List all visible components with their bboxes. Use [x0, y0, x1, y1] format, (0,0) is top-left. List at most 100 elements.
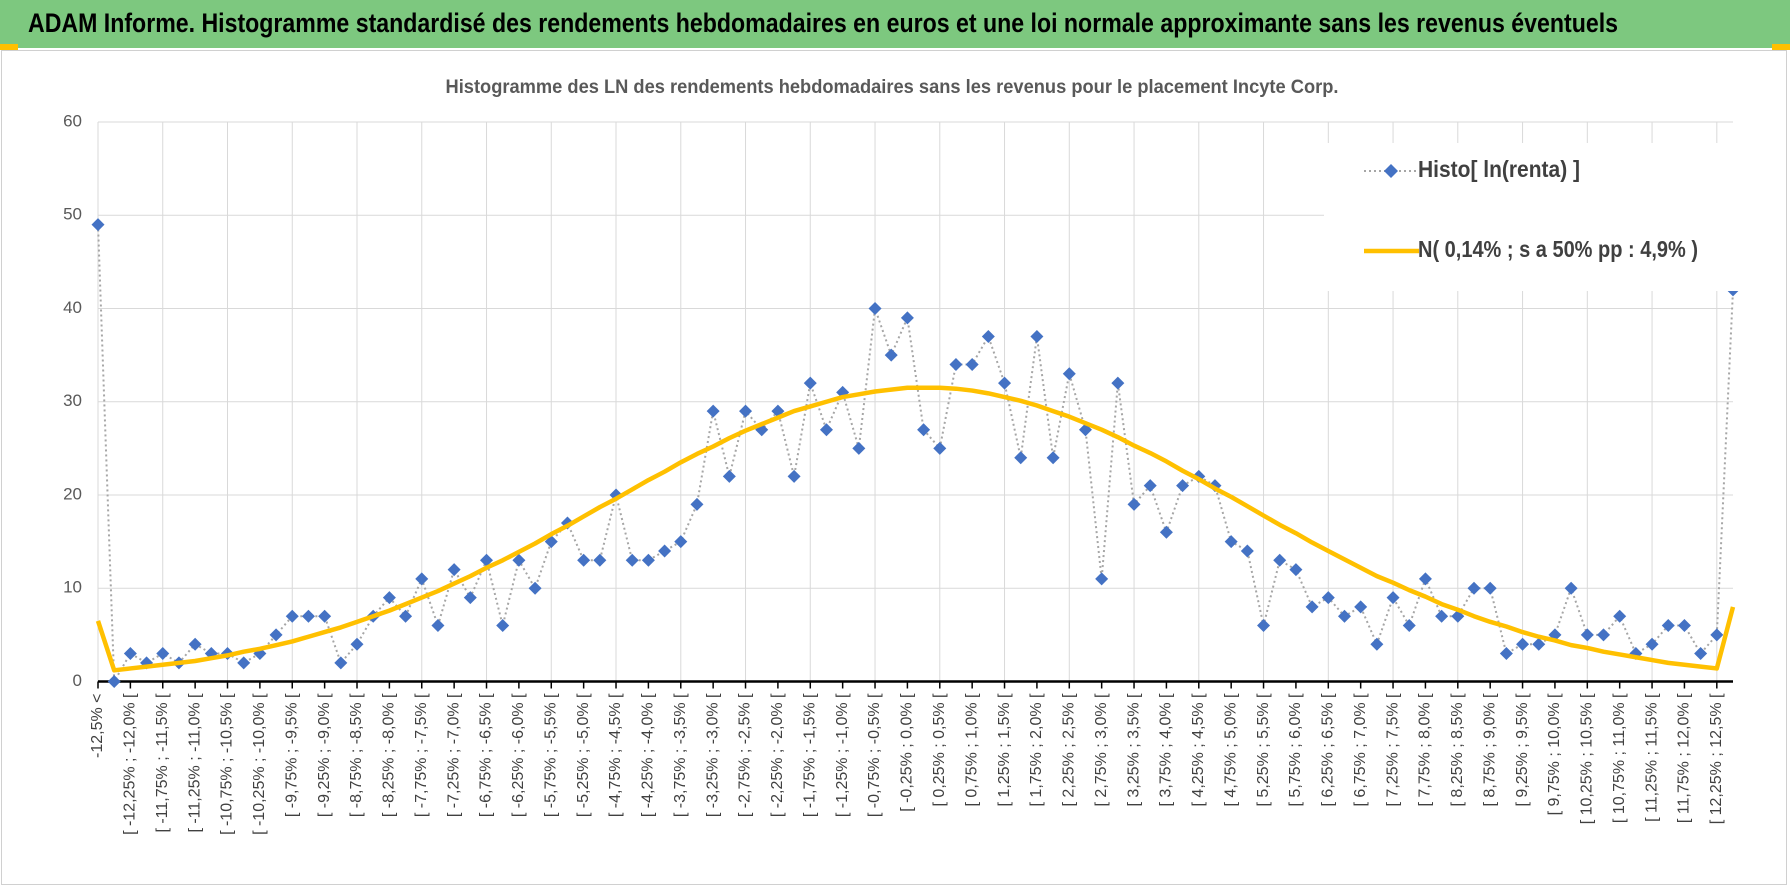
- x-tick-label: [ -7,25% ; -7,0% [: [445, 693, 462, 817]
- data-point: [1030, 329, 1044, 343]
- data-point: [819, 423, 833, 437]
- data-point: [528, 581, 542, 595]
- data-point: [1710, 628, 1724, 642]
- data-point: [123, 647, 137, 661]
- data-point: [1661, 619, 1675, 633]
- x-tick-label: [ 0,25% ; 0,5% [: [931, 693, 948, 807]
- x-tick-label: [ 6,75% ; 7,0% [: [1352, 693, 1369, 807]
- data-point: [917, 423, 931, 437]
- x-tick-label: [ 8,75% ; 9,0% [: [1481, 693, 1498, 807]
- x-tick-label: [ -6,75% ; -6,5% [: [478, 693, 495, 817]
- x-tick-label: [ 8,25% ; 8,5% [: [1449, 693, 1466, 807]
- x-tick-label: [ -12,25% ; -12,0% [: [122, 693, 139, 835]
- data-point: [1095, 572, 1109, 586]
- data-point: [1046, 451, 1060, 465]
- data-point: [1014, 451, 1028, 465]
- x-tick-label: [ 5,25% ; 5,5% [: [1255, 693, 1272, 807]
- y-tick-label: 20: [63, 484, 82, 503]
- x-tick-label: [ -2,25% ; -2,0% [: [769, 693, 786, 817]
- data-point: [1289, 563, 1303, 577]
- x-tick-label: [ 9,25% ; 9,5% [: [1514, 693, 1531, 807]
- data-point: [1386, 591, 1400, 605]
- x-tick-label: [ -1,25% ; -1,0% [: [834, 693, 851, 817]
- x-tick-label: [ -0,75% ; -0,5% [: [866, 693, 883, 817]
- data-point: [1176, 479, 1190, 493]
- data-point: [480, 553, 494, 567]
- y-tick-label: 40: [63, 298, 82, 317]
- y-tick-label: 50: [63, 205, 82, 224]
- corner-accent: [1772, 44, 1790, 50]
- x-tick-label: [ 10,25% ; 10,5% [: [1579, 693, 1596, 824]
- data-point: [318, 609, 332, 623]
- data-point: [301, 609, 315, 623]
- data-point: [981, 329, 995, 343]
- data-point: [1596, 628, 1610, 642]
- x-tick-label: [ -0,25% ; 0,0% [: [899, 693, 916, 812]
- data-point: [350, 637, 364, 651]
- data-point: [188, 637, 202, 651]
- data-point: [933, 441, 947, 455]
- data-point: [1435, 609, 1449, 623]
- data-point: [674, 535, 688, 549]
- data-point: [1257, 619, 1271, 633]
- data-point: [1111, 376, 1125, 390]
- data-point: [1143, 479, 1157, 493]
- data-point: [739, 404, 753, 418]
- data-point: [625, 553, 639, 567]
- data-point: [593, 553, 607, 567]
- y-tick-label: 0: [73, 671, 82, 690]
- page-title: ADAM Informe. Histogramme standardisé de…: [28, 8, 1618, 38]
- x-tick-label: [ 9,75% ; 10,0% [: [1546, 693, 1563, 815]
- x-tick-label: [ -10,75% ; -10,5% [: [219, 693, 236, 835]
- x-tick-label: [ 4,75% ; 5,0% [: [1222, 693, 1239, 807]
- x-tick-label: [ 4,25% ; 4,5% [: [1190, 693, 1207, 807]
- legend-marker: [1384, 164, 1398, 178]
- data-point: [512, 553, 526, 567]
- x-tick-label: [ 11,75% ; 12,0% [: [1676, 693, 1693, 823]
- x-tick-label: [ -3,25% ; -3,0% [: [704, 693, 721, 817]
- x-tick-label: [ 11,25% ; 11,5% [: [1643, 693, 1660, 822]
- data-point: [1127, 497, 1141, 511]
- legend-label: Histo[ ln(renta) ]: [1418, 156, 1580, 182]
- chart-title: Histogramme des LN des rendements hebdom…: [446, 77, 1339, 98]
- x-tick-label: [ -8,25% ; -8,0% [: [381, 693, 398, 817]
- corner-accent: [0, 44, 18, 50]
- x-tick-label: [ -5,75% ; -5,5% [: [542, 693, 559, 817]
- x-tick-label: [ 0,75% ; 1,0% [: [963, 693, 980, 807]
- data-point: [1645, 637, 1659, 651]
- x-tick-label: [ 7,25% ; 7,5% [: [1384, 693, 1401, 807]
- x-tick-label: [ -10,25% ; -10,0% [: [251, 693, 268, 835]
- series-line: [95, 385, 1736, 673]
- data-point: [1613, 609, 1627, 623]
- x-tick-label: [ 2,75% ; 3,0% [: [1093, 693, 1110, 807]
- y-tick-label: 10: [63, 578, 82, 597]
- data-point: [1321, 591, 1335, 605]
- data-point: [1677, 619, 1691, 633]
- data-point: [415, 572, 429, 586]
- data-point: [285, 609, 299, 623]
- data-point: [156, 647, 170, 661]
- chart-border: [1, 50, 1787, 885]
- data-point: [641, 553, 655, 567]
- x-tick-label: [ -1,75% ; -1,5% [: [801, 693, 818, 817]
- data-point: [965, 357, 979, 371]
- data-point: [803, 376, 817, 390]
- data-point: [1483, 581, 1497, 595]
- x-tick-label: [ -11,25% ; -11,0% [: [186, 693, 203, 833]
- y-tick-label: 60: [63, 111, 82, 130]
- data-point: [1224, 535, 1238, 549]
- x-tick-label: [ -8,75% ; -8,5% [: [348, 693, 365, 817]
- x-tick-label: [ -9,75% ; -9,5% [: [283, 693, 300, 817]
- data-point: [1516, 637, 1530, 651]
- data-point: [1354, 600, 1368, 614]
- data-point: [1370, 637, 1384, 651]
- header-bar: [0, 0, 1790, 48]
- data-point: [91, 218, 105, 232]
- data-point: [868, 302, 882, 315]
- data-point: [1564, 581, 1578, 595]
- x-tick-label: [ -7,75% ; -7,5% [: [413, 693, 430, 817]
- x-tick-label: [ 3,75% ; 4,0% [: [1158, 693, 1175, 807]
- x-tick-label: [ 3,25% ; 3,5% [: [1125, 693, 1142, 807]
- x-tick-label: -12,5% <: [89, 694, 106, 758]
- data-point: [382, 591, 396, 605]
